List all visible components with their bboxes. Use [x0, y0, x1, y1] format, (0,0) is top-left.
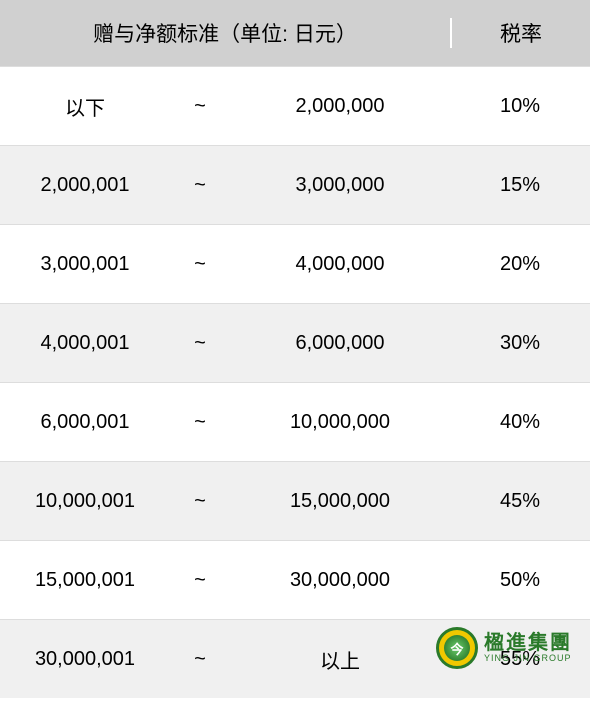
cell-rate: 50%	[450, 569, 590, 592]
logo-glyph: 今	[444, 635, 470, 661]
cell-tilde: ~	[170, 253, 230, 276]
cell-rate: 20%	[450, 253, 590, 276]
cell-to: 3,000,000	[230, 174, 450, 197]
table-row: 6,000,001 ~ 10,000,000 40%	[0, 382, 590, 461]
cell-from: 10,000,001	[0, 490, 170, 513]
table-header-row: 赠与净额标准（单位: 日元） 税率	[0, 0, 590, 66]
cell-tilde: ~	[170, 411, 230, 434]
logo-text-wrapper: 楹進集團 YING JIN GROUP	[484, 632, 572, 664]
cell-from: 15,000,001	[0, 569, 170, 592]
header-rate-label: 税率	[450, 18, 590, 48]
tax-rate-table: 赠与净额标准（单位: 日元） 税率 以下 ~ 2,000,000 10% 2,0…	[0, 0, 590, 698]
logo-text-en: YING JIN GROUP	[484, 654, 572, 664]
logo-text-cn: 楹進集團	[484, 632, 572, 654]
cell-from: 6,000,001	[0, 411, 170, 434]
header-range-label: 赠与净额标准（单位: 日元）	[0, 18, 450, 48]
brand-logo: 今 楹進集團 YING JIN GROUP	[436, 627, 572, 669]
cell-tilde: ~	[170, 648, 230, 671]
table-row: 3,000,001 ~ 4,000,000 20%	[0, 224, 590, 303]
table-row: 2,000,001 ~ 3,000,000 15%	[0, 145, 590, 224]
logo-icon: 今	[436, 627, 478, 669]
cell-rate: 45%	[450, 490, 590, 513]
cell-tilde: ~	[170, 95, 230, 118]
cell-rate: 15%	[450, 174, 590, 197]
table-row: 4,000,001 ~ 6,000,000 30%	[0, 303, 590, 382]
cell-to: 2,000,000	[230, 95, 450, 118]
cell-rate: 10%	[450, 95, 590, 118]
cell-from: 3,000,001	[0, 253, 170, 276]
cell-rate: 40%	[450, 411, 590, 434]
cell-to: 4,000,000	[230, 253, 450, 276]
cell-from: 4,000,001	[0, 332, 170, 355]
table-row: 10,000,001 ~ 15,000,000 45%	[0, 461, 590, 540]
cell-from: 以下	[0, 92, 170, 121]
table-row: 以下 ~ 2,000,000 10%	[0, 66, 590, 145]
cell-tilde: ~	[170, 490, 230, 513]
cell-from: 2,000,001	[0, 174, 170, 197]
cell-to: 6,000,000	[230, 332, 450, 355]
cell-to: 30,000,000	[230, 569, 450, 592]
cell-rate: 30%	[450, 332, 590, 355]
cell-from: 30,000,001	[0, 648, 170, 671]
cell-tilde: ~	[170, 569, 230, 592]
cell-to: 10,000,000	[230, 411, 450, 434]
cell-tilde: ~	[170, 332, 230, 355]
cell-to: 15,000,000	[230, 490, 450, 513]
table-body: 以下 ~ 2,000,000 10% 2,000,001 ~ 3,000,000…	[0, 66, 590, 698]
cell-to: 以上	[230, 645, 450, 674]
cell-tilde: ~	[170, 174, 230, 197]
table-row: 15,000,001 ~ 30,000,000 50%	[0, 540, 590, 619]
